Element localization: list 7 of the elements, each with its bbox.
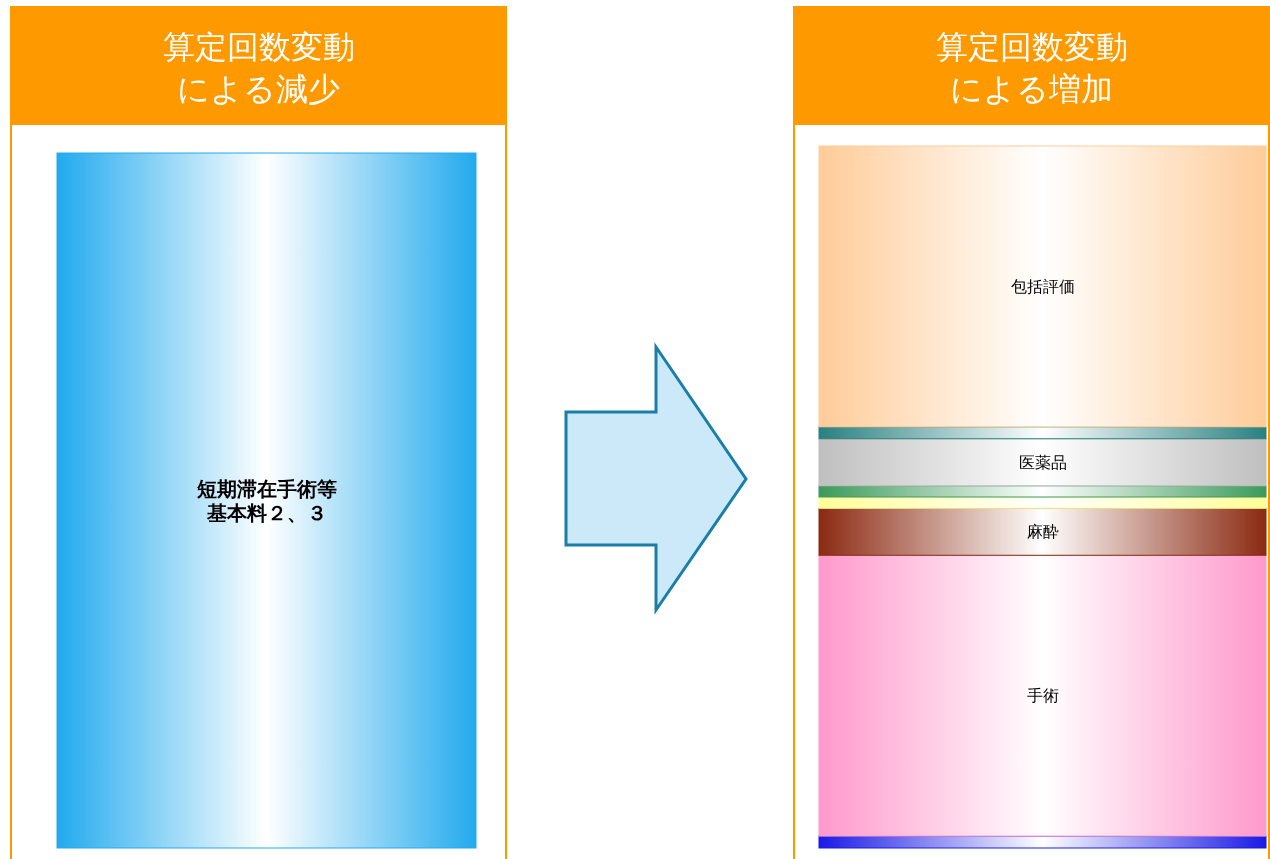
x-tick-label: 算定回数変動による減少 (162, 28, 355, 108)
series-label: 手術 (1026, 686, 1059, 706)
series-label: 短期滞在手術等基本料２、３ (195, 476, 337, 525)
series-label: 医薬品 (1018, 452, 1067, 472)
x-tick-label: 算定回数変動による増加 (935, 28, 1128, 108)
series-label: 包括評価 (1010, 277, 1075, 296)
series-label: 麻酔 (1026, 522, 1059, 542)
